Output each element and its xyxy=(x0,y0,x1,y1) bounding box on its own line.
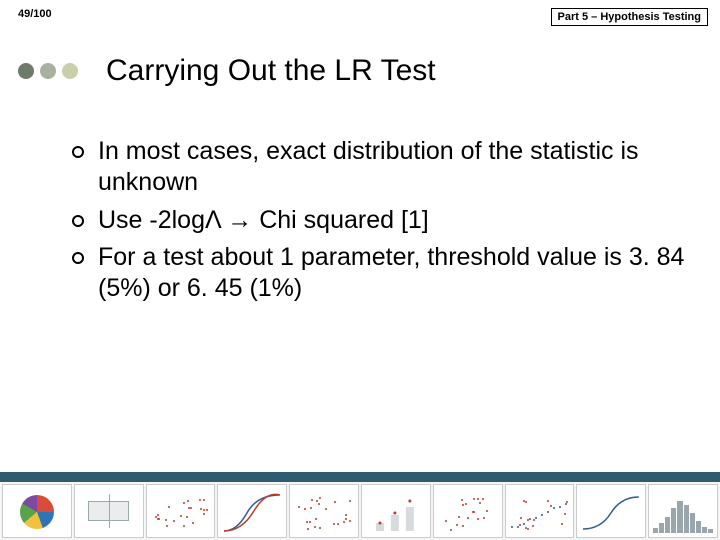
logistic-curve-icon xyxy=(581,493,641,533)
scatter-icon xyxy=(438,495,498,533)
thumb-scatter-3 xyxy=(433,484,503,538)
thumb-pie xyxy=(2,484,72,538)
footer-band xyxy=(0,472,720,482)
thumb-logistic xyxy=(576,484,646,538)
slide-title: Carrying Out the LR Test xyxy=(106,54,436,88)
scatter-icon xyxy=(294,495,354,533)
bullet-marker-icon xyxy=(72,146,84,158)
thumb-title xyxy=(75,485,143,487)
thumb-title xyxy=(577,485,645,487)
bullet-text: For a test about 1 parameter, threshold … xyxy=(98,242,690,305)
thumb-histogram xyxy=(648,484,718,538)
bullet-marker-icon xyxy=(72,252,84,264)
thumb-scatter-1 xyxy=(146,484,216,538)
list-item: In most cases, exact distribution of the… xyxy=(72,136,690,199)
pie-chart-icon xyxy=(20,495,54,529)
thumb-comparison xyxy=(361,484,431,538)
section-label: Part 5 – Hypothesis Testing xyxy=(551,8,708,26)
scatter-icon xyxy=(151,495,211,533)
thumb-title xyxy=(3,485,71,487)
thumb-title xyxy=(434,485,502,487)
thumb-title xyxy=(147,485,215,487)
bullet-marker-icon xyxy=(72,215,84,227)
thumb-title xyxy=(362,485,430,487)
list-item: Use -2logΛ → Chi squared [1] xyxy=(72,205,690,236)
thumb-title xyxy=(649,485,717,487)
scatter-icon xyxy=(510,495,570,533)
curve-chart-icon xyxy=(222,493,282,533)
page-counter: 49/100 xyxy=(18,8,52,20)
boxplot-icon xyxy=(88,501,129,522)
bullet-text: Use -2logΛ → Chi squared [1] xyxy=(98,205,429,236)
title-dot-1 xyxy=(18,63,34,79)
thumb-scatter-2 xyxy=(289,484,359,538)
thumb-title xyxy=(506,485,574,487)
list-item: For a test about 1 parameter, threshold … xyxy=(72,242,690,305)
thumb-scatter-4 xyxy=(505,484,575,538)
thumb-boxplot xyxy=(74,484,144,538)
histogram-icon xyxy=(653,497,713,533)
thumb-title xyxy=(218,485,286,487)
thumb-title xyxy=(290,485,358,487)
title-dot-3 xyxy=(62,63,78,79)
title-dots xyxy=(18,63,78,79)
comparison-chart-icon xyxy=(366,493,426,533)
thumbnail-strip xyxy=(0,482,720,540)
title-dot-2 xyxy=(40,63,56,79)
thumb-curves xyxy=(217,484,287,538)
bullet-text: In most cases, exact distribution of the… xyxy=(98,136,690,199)
bullet-list: In most cases, exact distribution of the… xyxy=(0,136,720,304)
